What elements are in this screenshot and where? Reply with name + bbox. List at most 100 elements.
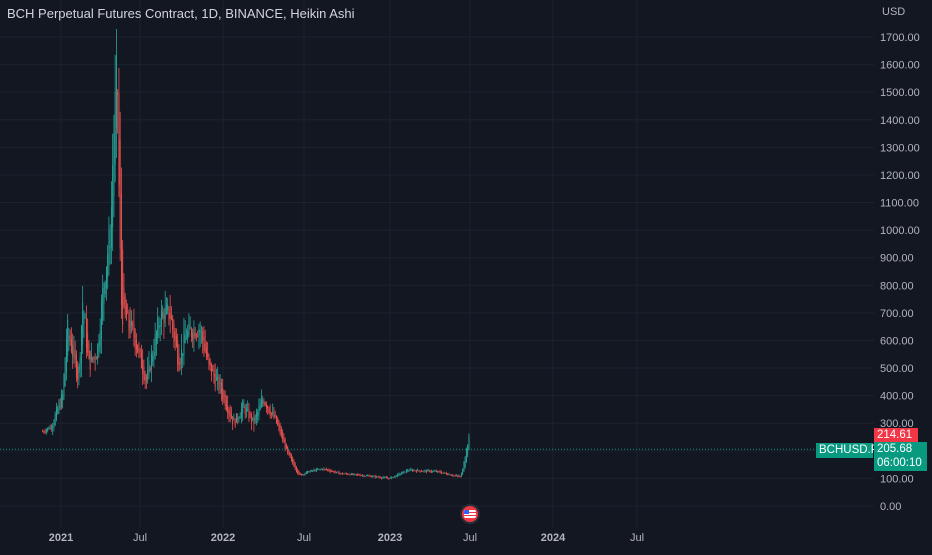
candle [334,470,336,474]
us-flag-icon[interactable] [460,504,480,524]
candle [449,474,451,476]
candle [432,470,434,473]
candle [433,469,435,472]
candle [123,273,125,309]
candle [44,428,46,434]
candle [253,411,255,432]
candle [340,472,342,474]
candle [84,313,86,319]
candle [205,341,207,360]
candle [344,472,346,475]
candle [63,373,65,400]
candle [198,323,200,350]
candle [159,318,161,342]
candle [102,274,104,325]
candle [178,344,180,372]
price-axis: 0.00100.00200.00300.00400.00500.00600.00… [880,32,920,513]
candle [325,467,327,471]
candle [265,401,267,413]
candle [167,297,169,315]
candle [462,468,464,476]
candle [419,470,421,473]
candle [214,363,216,392]
candle [79,351,81,378]
candle [194,327,196,340]
candle [65,328,67,381]
candle [142,349,144,386]
candle [324,468,326,471]
candle [370,475,372,478]
candle [399,473,401,476]
candle [230,406,232,420]
currency-label: USD [882,6,906,18]
candle [285,443,287,450]
candle [60,389,62,410]
candle [335,471,337,474]
candle [87,318,89,357]
candle [210,362,212,382]
candle [177,333,179,372]
candle [50,424,52,432]
price-tick-label: 1500.00 [880,87,920,99]
candle [357,473,359,477]
candle [288,449,290,456]
candle [217,366,219,391]
candle [312,469,314,473]
candle [165,296,167,316]
candle [195,333,197,342]
time-tick-label: Jul [133,532,147,544]
candle [415,469,417,473]
candle [394,475,396,479]
candle [212,365,214,372]
candle [222,378,224,405]
candle [270,412,272,419]
candle [317,467,319,471]
candle [52,422,54,436]
candle [268,406,270,415]
candle [49,424,51,430]
candle [414,470,416,472]
price-tick-label: 1700.00 [880,32,920,44]
price-tick-label: 0.00 [880,501,901,513]
candle [303,474,305,476]
candle [454,474,456,477]
candle [143,359,145,384]
candle [307,470,309,475]
candle [73,335,75,364]
candle [57,405,59,415]
candle [277,416,279,427]
candle [354,473,356,476]
candle [393,476,395,479]
candle [437,470,439,474]
candle [98,334,100,358]
candle [422,470,424,473]
candle [398,472,400,477]
candle [327,469,329,472]
candle [252,417,254,422]
candle [229,404,231,423]
candle [304,472,306,476]
candle [438,470,440,473]
candle [308,471,310,473]
candle [189,316,191,330]
price-tick-label: 800.00 [880,280,914,292]
candle [457,475,459,478]
candle [162,305,164,320]
candle [132,320,134,331]
price-tick-label: 500.00 [880,363,914,375]
candle [213,364,215,384]
candle [275,415,277,424]
candle [120,167,122,319]
candle [145,373,147,389]
price-tick-label: 100.00 [880,473,914,485]
candle [328,468,330,472]
price-tick-label: 1000.00 [880,225,920,237]
time-tick-label: 2022 [211,532,235,544]
candle [329,468,331,474]
candle [435,469,437,473]
candle [119,111,121,261]
candle [134,327,136,356]
candle [193,320,195,352]
